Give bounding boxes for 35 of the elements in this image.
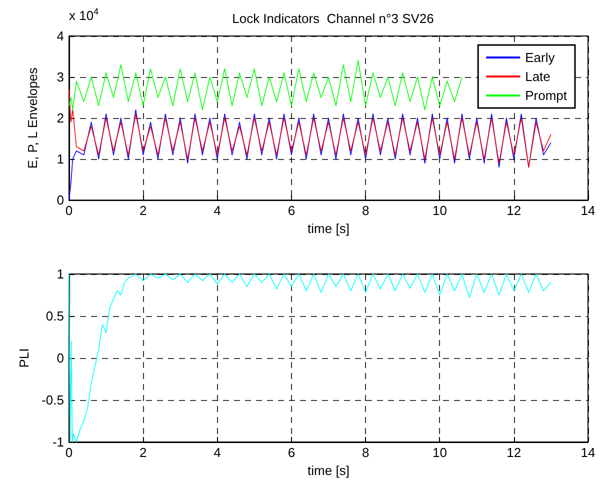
legend-label: Late <box>525 69 550 84</box>
line-series <box>68 109 552 200</box>
x-tick-label: 12 <box>506 445 522 460</box>
y-tick-label: 0 <box>56 192 64 208</box>
line-series <box>68 60 462 110</box>
x-tick-label: 12 <box>506 203 522 218</box>
x-tick-label: 2 <box>140 445 147 460</box>
x-axis-title: time [s] <box>308 221 350 236</box>
legend-label: Early <box>525 50 556 65</box>
y-tick-label: 0.5 <box>46 308 64 324</box>
x-tick-label: 10 <box>432 203 447 218</box>
x-tick-label: 4 <box>214 445 221 460</box>
y-tick-label: -0.5 <box>42 392 64 408</box>
x-axis-title: time [s] <box>308 462 350 478</box>
legend-label: Prompt <box>525 88 568 103</box>
x-tick-label: 6 <box>288 203 296 218</box>
y-tick-label: 0 <box>56 350 64 366</box>
y-axis-title: E, P, L Envelopes <box>25 66 40 169</box>
x-tick-label: 4 <box>214 203 221 218</box>
x-tick-label: 8 <box>362 445 370 460</box>
y-tick-label: 3 <box>56 70 64 85</box>
y-axis-title: PLI <box>16 348 32 368</box>
x-tick-label: 6 <box>288 445 296 460</box>
x-tick-label: 14 <box>580 445 596 460</box>
y-tick-label: 1 <box>56 152 64 167</box>
x-tick-label: 8 <box>362 203 370 218</box>
x-tick-label: 2 <box>140 203 147 218</box>
y-tick-label: 4 <box>56 28 64 44</box>
line-series <box>68 274 552 442</box>
x-tick-label: 14 <box>580 203 596 218</box>
y-tick-label: 1 <box>56 266 64 282</box>
x-tick-label: 10 <box>432 445 447 460</box>
chart-title: Lock Indicators Channel n°3 SV26 <box>232 11 434 26</box>
y-tick-label: -1 <box>52 434 64 450</box>
y-tick-label: 2 <box>56 110 64 126</box>
